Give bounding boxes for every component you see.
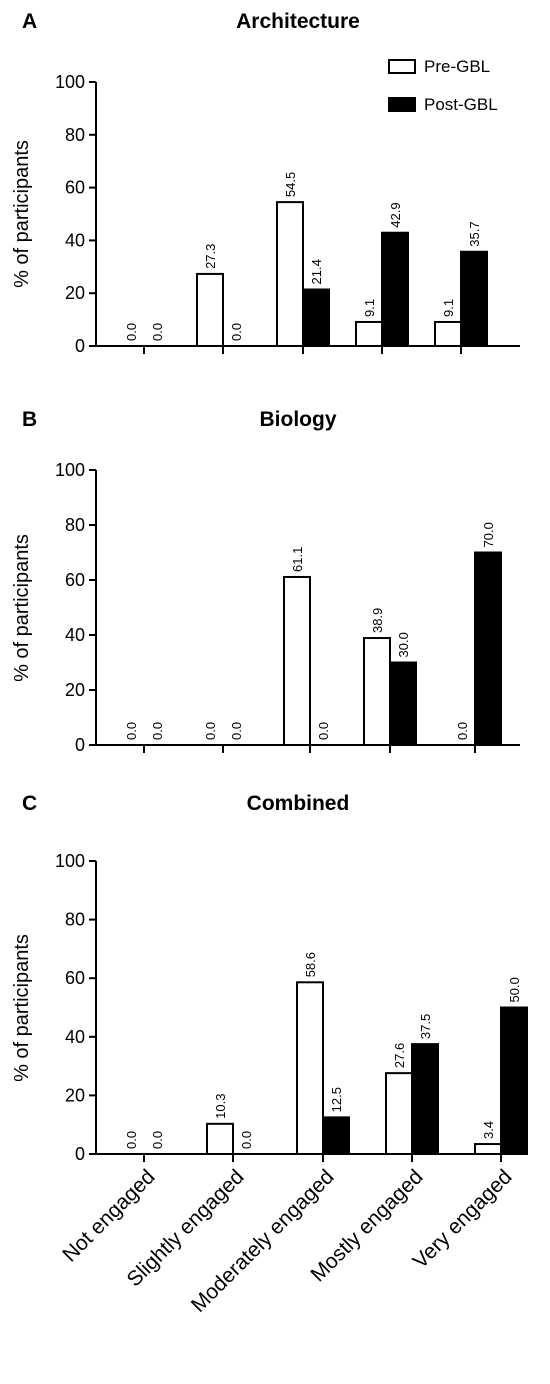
x-category-label: Not engaged: [58, 1165, 159, 1266]
y-axis-label: % of participants: [11, 934, 33, 1082]
y-axis-label: % of participants: [11, 140, 33, 288]
bar-pregbl-4: [434, 320, 462, 348]
data-label: 70.0: [481, 522, 496, 547]
data-label: 0.0: [150, 722, 165, 740]
panel-letter: C: [22, 792, 37, 815]
bar-pregbl-2: [283, 575, 311, 746]
data-label: 27.3: [203, 244, 218, 269]
bar-postgbl-2: [322, 1116, 350, 1155]
y-tick-label: 40: [65, 625, 85, 645]
legend-label: Pre-GBL: [424, 57, 490, 76]
data-label: 35.7: [467, 221, 482, 246]
bar-postgbl-3: [381, 231, 409, 347]
y-tick-label: 100: [55, 460, 85, 480]
data-label: 10.3: [213, 1094, 228, 1119]
data-label: 37.5: [418, 1014, 433, 1039]
bar-pregbl-3: [363, 637, 391, 747]
panel-title: Biology: [260, 408, 337, 431]
y-tick-label: 40: [65, 1027, 85, 1047]
legend-swatch-pregbl: [388, 59, 416, 74]
bar-postgbl-4: [474, 551, 502, 746]
y-axis-label: % of participants: [11, 534, 33, 682]
bar-pregbl-3: [385, 1072, 413, 1155]
y-tick-label: 60: [65, 178, 85, 198]
panel-title: Combined: [247, 792, 350, 815]
bar-postgbl-3: [411, 1043, 439, 1155]
y-tick-label: 0: [75, 336, 85, 356]
data-label: 50.0: [507, 977, 522, 1002]
data-label: 0.0: [455, 722, 470, 740]
data-label: 42.9: [388, 202, 403, 227]
panel-letter: B: [22, 408, 37, 431]
data-label: 0.0: [229, 722, 244, 740]
y-tick-label: 60: [65, 570, 85, 590]
bar-pregbl-3: [355, 320, 383, 348]
data-label: 0.0: [150, 323, 165, 341]
data-label: 0.0: [203, 722, 218, 740]
data-label: 38.9: [370, 608, 385, 633]
data-label: 0.0: [124, 722, 139, 740]
data-label: 27.6: [392, 1043, 407, 1068]
bar-postgbl-3: [389, 661, 417, 746]
panel-b: B Biology % of participants 0 20 40 60 80 100 0.0…: [11, 408, 520, 755]
panel-a: A Architecture % of participants 0 20 40 60 80 1…: [11, 10, 520, 356]
data-label: 0.0: [150, 1131, 165, 1149]
data-label: 21.4: [309, 259, 324, 284]
data-label: 3.4: [481, 1121, 496, 1139]
bar-pregbl-1: [196, 272, 224, 348]
data-label: 12.5: [329, 1087, 344, 1112]
data-label: 9.1: [441, 299, 456, 317]
data-label: 0.0: [124, 1131, 139, 1149]
y-tick-label: 20: [65, 283, 85, 303]
data-label: 0.0: [124, 323, 139, 341]
bar-postgbl-2: [302, 288, 330, 347]
panel-title: Architecture: [236, 10, 360, 33]
bar-pregbl-4: [474, 1143, 502, 1155]
data-label: 54.5: [283, 172, 298, 197]
panel-letter: A: [22, 10, 37, 33]
bar-pregbl-2: [276, 201, 304, 347]
data-label: 58.6: [303, 952, 318, 977]
y-tick-label: 80: [65, 910, 85, 930]
data-label: 0.0: [239, 1131, 254, 1149]
bar-postgbl-4: [460, 250, 488, 347]
data-label: 61.1: [290, 547, 305, 572]
y-tick-label: 80: [65, 515, 85, 535]
legend: Pre-GBL Post-GBL: [388, 57, 498, 114]
data-label: 9.1: [362, 299, 377, 317]
y-tick-label: 20: [65, 680, 85, 700]
bar-pregbl-2: [296, 981, 324, 1155]
panel-c: C Combined % of participants 0 20 40 60 80 100 0.…: [11, 792, 528, 1317]
y-tick-label: 40: [65, 230, 85, 250]
bar-postgbl-4: [500, 1006, 528, 1155]
legend-label: Post-GBL: [424, 95, 498, 114]
y-tick-label: 20: [65, 1085, 85, 1105]
y-tick-label: 100: [55, 72, 85, 92]
y-tick-label: 0: [75, 735, 85, 755]
data-label: 0.0: [229, 323, 244, 341]
bar-pregbl-1: [206, 1122, 234, 1156]
y-tick-label: 60: [65, 968, 85, 988]
legend-swatch-postgbl: [388, 97, 416, 112]
y-tick-label: 100: [55, 851, 85, 871]
data-label: 30.0: [396, 632, 411, 657]
data-label: 0.0: [316, 722, 331, 740]
y-tick-label: 0: [75, 1144, 85, 1164]
y-tick-label: 80: [65, 125, 85, 145]
